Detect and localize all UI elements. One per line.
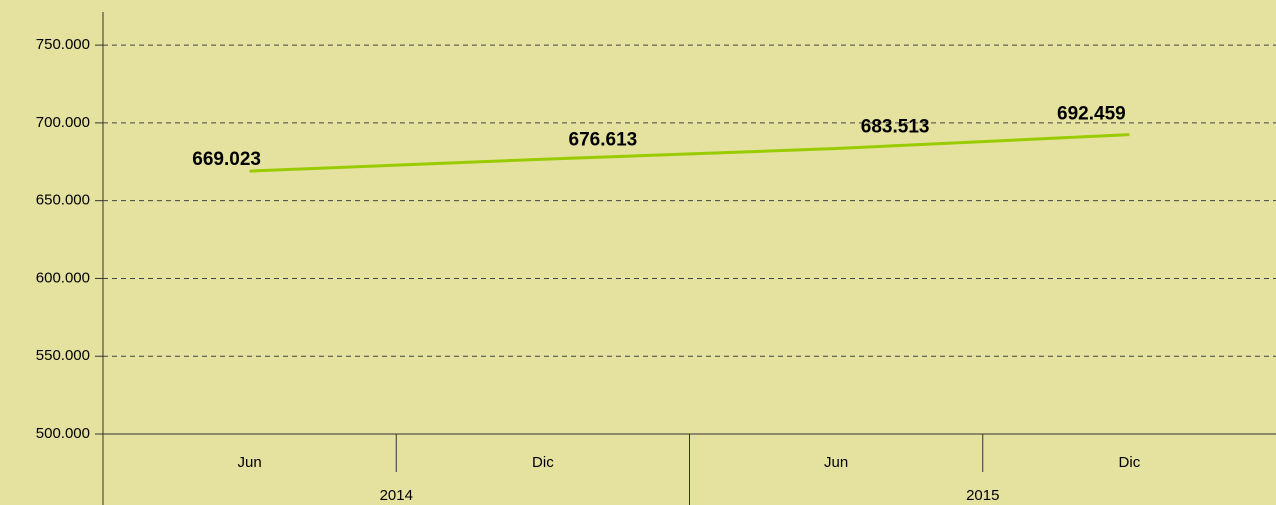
y-tick-label: 550.000 xyxy=(36,347,90,364)
x-tick-label: Dic xyxy=(1119,454,1141,471)
x-tick-label: Dic xyxy=(532,454,554,471)
data-label: 683.513 xyxy=(861,117,930,138)
y-tick-label: 600.000 xyxy=(36,269,90,286)
x-tick-label: Jun xyxy=(238,454,262,471)
y-tick-label: 750.000 xyxy=(36,36,90,53)
x-tick-label: Jun xyxy=(824,454,848,471)
group-label: 2014 xyxy=(380,487,413,504)
group-label: 2015 xyxy=(966,487,999,504)
data-label: 676.613 xyxy=(569,129,638,150)
data-label: 692.459 xyxy=(1057,104,1126,125)
data-label: 669.023 xyxy=(192,149,261,170)
y-tick-label: 500.000 xyxy=(36,425,90,442)
y-tick-label: 650.000 xyxy=(36,192,90,209)
data-line xyxy=(249,133,1130,173)
y-tick-label: 700.000 xyxy=(36,114,90,131)
